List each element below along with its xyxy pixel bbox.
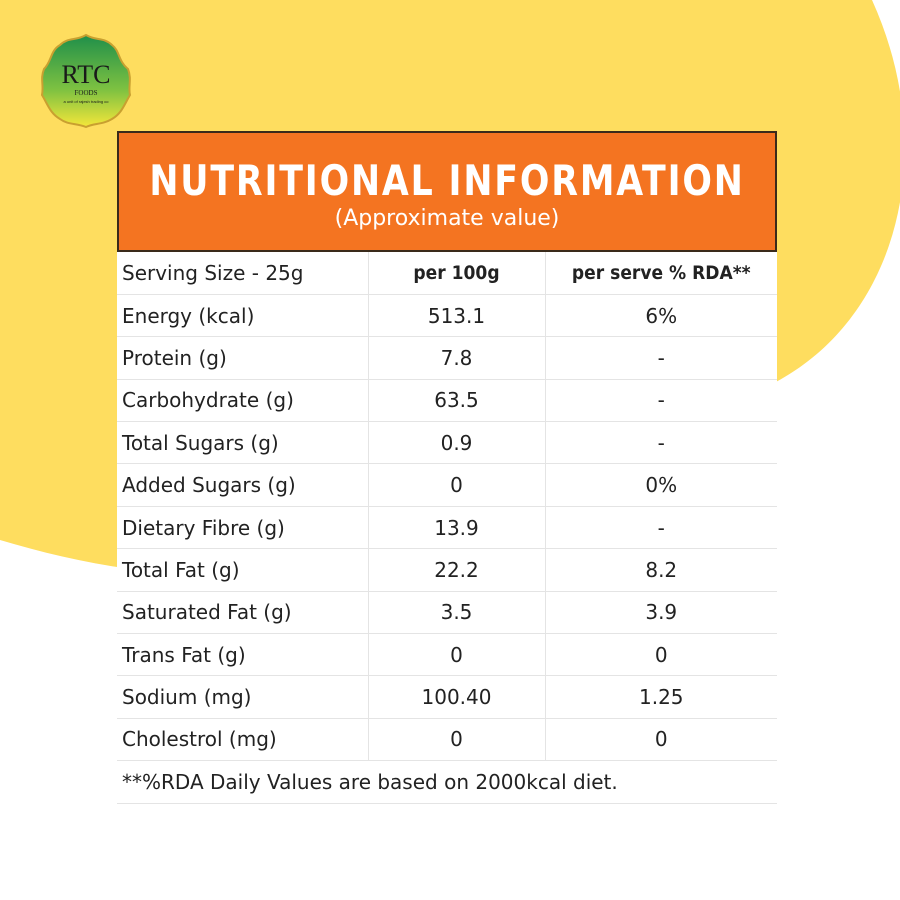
subtitle: (Approximate value) xyxy=(334,206,560,231)
title: NUTRITIONAL INFORMATION xyxy=(149,156,745,205)
column-header: Serving Size - 25g xyxy=(117,252,369,295)
nutrient-value: 100.40 xyxy=(368,675,546,719)
nutrient-value: 63.5 xyxy=(368,379,546,423)
nutrient-value: - xyxy=(545,421,777,465)
nutrition-table: Serving Size - 25g per 100g per serve % RD… xyxy=(117,252,777,804)
nutrient-value: 0 xyxy=(368,718,546,762)
nutrient-name: Total Fat (g) xyxy=(117,548,369,592)
column-header: per 100g xyxy=(368,252,546,295)
table-row: Energy (kcal) 513.1 6% xyxy=(117,294,777,338)
table-row: Dietary Fibre (g) 13.9- xyxy=(117,506,777,550)
nutrient-value: 8.2 xyxy=(545,548,777,592)
nutrient-value: 0 xyxy=(368,633,546,677)
column-header: per serve % RDA** xyxy=(545,252,777,295)
nutrient-value: 1.25 xyxy=(545,675,777,719)
table-row: Trans Fat (g) 0 0 xyxy=(117,633,777,677)
header-row: Serving Size - 25g per 100g per serve % RD… xyxy=(117,252,777,295)
nutrient-value: 13.9 xyxy=(368,506,546,550)
table-row: Cholestrol (mg) 0 0 xyxy=(117,718,777,762)
nutrient-name: Total Sugars (g) xyxy=(117,421,369,465)
nutrient-value: 22.2 xyxy=(368,548,546,592)
nutrient-name: Saturated Fat (g) xyxy=(117,591,369,635)
nutrient-value: 3.9 xyxy=(545,591,777,635)
nutrient-name: Protein (g) xyxy=(117,336,369,380)
nutrient-value: 6% xyxy=(545,294,777,338)
nutrition-panel: NUTRITIONAL INFORMATION (Approximate val… xyxy=(117,131,777,804)
nutrient-value: 0 xyxy=(368,463,546,507)
nutrient-value: - xyxy=(545,336,777,380)
table-row: Added Sugars (g) 0 0% xyxy=(117,463,777,507)
table-row: Saturated Fat (g) 3.5 3.9 xyxy=(117,591,777,635)
table-row: Carbohydrate (g) 63.5- xyxy=(117,379,777,423)
nutrient-value: 0% xyxy=(545,463,777,507)
header: NUTRITIONAL INFORMATION (Approximate val… xyxy=(117,131,777,252)
table-row: Total Sugars (g) 0.9- xyxy=(117,421,777,465)
nutrient-value: 3.5 xyxy=(368,591,546,635)
nutrient-name: Energy (kcal) xyxy=(117,294,369,338)
logo-name: RTC xyxy=(61,60,110,89)
nutrient-value: - xyxy=(545,506,777,550)
nutrient-name: Added Sugars (g) xyxy=(117,463,369,507)
logo-subline: a unit of rajesh trading co xyxy=(64,99,110,104)
nutrient-value: - xyxy=(545,379,777,423)
footnote: **%RDA Daily Values are based on 2000kca… xyxy=(117,760,777,804)
table-row: Total Fat (g) 22.2 8.2 xyxy=(117,548,777,592)
logo-tagline: FOODS xyxy=(75,89,98,97)
nutrient-value: 513.1 xyxy=(368,294,546,338)
nutrient-name: Cholestrol (mg) xyxy=(117,718,369,762)
table-row: Protein (g) 7.8- xyxy=(117,336,777,380)
logo-badge xyxy=(40,33,132,129)
table-row: Sodium (mg) 100.40 1.25 xyxy=(117,675,777,719)
nutrient-value: 0.9 xyxy=(368,421,546,465)
nutrient-value: 0 xyxy=(545,718,777,762)
nutrient-name: Trans Fat (g) xyxy=(117,633,369,677)
nutrient-name: Sodium (mg) xyxy=(117,675,369,719)
nutrient-name: Carbohydrate (g) xyxy=(117,379,369,423)
nutrient-value: 0 xyxy=(545,633,777,677)
nutrient-value: 7.8 xyxy=(368,336,546,380)
logo: RTC FOODS a unit of rajesh trading co xyxy=(40,33,132,129)
nutrient-name: Dietary Fibre (g) xyxy=(117,506,369,550)
footnote-row: **%RDA Daily Values are based on 2000kca… xyxy=(117,760,777,804)
